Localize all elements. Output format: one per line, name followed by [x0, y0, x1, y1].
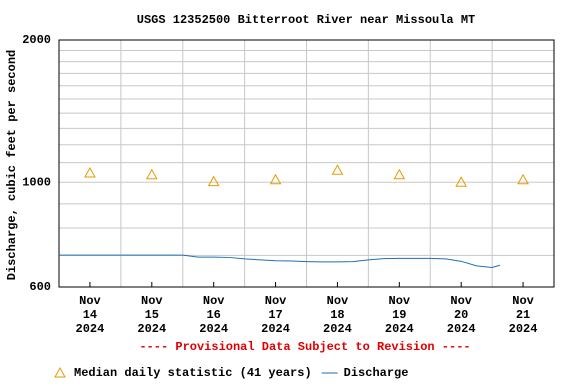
median-marker: [84, 166, 96, 178]
x-tick-label: Nov 21 2024: [508, 294, 538, 336]
x-tick-label: Nov 19 2024: [384, 294, 414, 336]
x-tick-label: Nov 17 2024: [261, 294, 290, 336]
median-marker: [269, 173, 282, 185]
median-marker: [145, 168, 158, 180]
x-tick-label: Nov 16 2024: [199, 294, 229, 336]
median-marker: [207, 175, 220, 187]
median-marker: [517, 173, 529, 185]
y-tick-label: 1000: [22, 175, 51, 189]
x-tick-label: Nov 20 2024: [446, 294, 476, 336]
y-tick-label: 600: [29, 280, 51, 294]
x-tick-label: Nov 15 2024: [137, 294, 167, 336]
annotation: ---- Provisional Data Subject to Revisio…: [139, 340, 470, 354]
chart-title: USGS 12352500 Bitterroot River near Miss…: [137, 13, 475, 27]
median-marker: [455, 176, 468, 187]
y-axis-label: Discharge, cubic feet per second: [5, 50, 19, 280]
median-marker: [331, 164, 344, 175]
median-marker: [393, 168, 406, 180]
plot-frame: [58, 39, 555, 288]
discharge-line: [59, 254, 500, 268]
legend-marker: [54, 366, 66, 378]
legend-label: Median daily statistic (41 years): [74, 366, 312, 380]
x-tick-label: Nov 18 2024: [323, 294, 352, 336]
x-tick-label: Nov 14 2024: [75, 294, 105, 336]
y-tick-label: 2000: [22, 33, 51, 47]
legend-label: Discharge: [344, 366, 409, 380]
